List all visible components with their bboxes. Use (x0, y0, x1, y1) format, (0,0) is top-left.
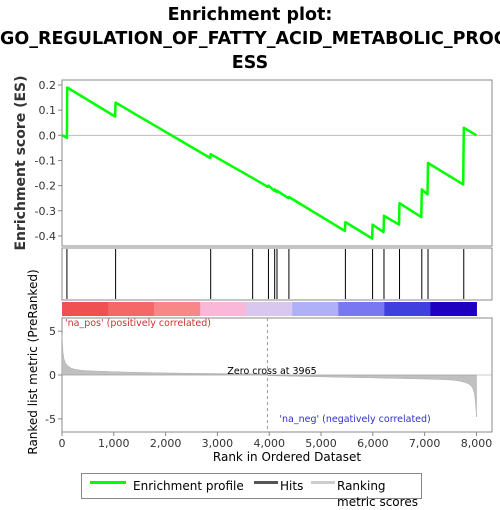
positive-correlation-label: 'na_pos' (positively correlated) (65, 318, 211, 329)
legend-label-ranking: Ranking metric scores (337, 479, 418, 509)
xtick-label: 3,000 (202, 437, 234, 450)
chart-title: Enrichment plot: GO_REGULATION_OF_FATTY_… (0, 3, 500, 75)
xtick-label: 2,000 (150, 437, 182, 450)
color-bar-segment (154, 302, 201, 316)
xtick-label: 0 (59, 437, 66, 450)
chart-title-line-2: GO_REGULATION_OF_FATTY_ACID_METABOLIC_PR… (0, 29, 500, 49)
es-ytick-label: 0.1 (39, 104, 57, 117)
chart-title-line-3: ESS (231, 53, 269, 73)
metric-ytick-label: 5 (49, 325, 56, 338)
es-ytick-label: -0.4 (35, 230, 56, 243)
legend-swatch-ranking (311, 481, 335, 484)
negative-correlation-label: 'na_neg' (negatively correlated) (279, 414, 430, 425)
xtick-label: 1,000 (98, 437, 130, 450)
chart-title-line-1: Enrichment plot: (167, 5, 333, 25)
es-panel-frame (61, 79, 493, 247)
color-bar-segment (62, 302, 109, 316)
es-ytick-label: -0.2 (35, 180, 56, 193)
xtick-label: 6,000 (357, 437, 389, 450)
zero-cross-label: Zero cross at 3965 (227, 366, 316, 377)
color-bar-segment (108, 302, 155, 316)
es-ytick-label: 0.2 (39, 79, 57, 92)
color-bar-segment (384, 302, 431, 316)
legend-label-enrichment: Enrichment profile (133, 479, 244, 493)
metric-axis-label: Ranked list metric (PreRanked) (26, 269, 40, 454)
legend: Enrichment profile Hits Ranking metric s… (81, 473, 422, 509)
xtick-label: 7,000 (409, 437, 441, 450)
color-bar-segment (200, 302, 247, 316)
legend-label-hits: Hits (280, 479, 304, 493)
metric-ytick-label: 0 (49, 369, 56, 382)
color-bar-segment (338, 302, 385, 316)
legend-swatch-enrichment (90, 481, 126, 484)
es-ytick-label: 0.0 (39, 129, 57, 142)
es-ytick-label: -0.3 (35, 205, 56, 218)
es-axis-label: Enrichment score (ES) (13, 75, 29, 250)
metric-ytick-label: -5 (45, 413, 56, 426)
enrichment-profile-line (61, 86, 478, 240)
color-bar-segment (246, 302, 293, 316)
legend-swatch-hits (254, 481, 278, 484)
x-axis-label: Rank in Ordered Dataset (213, 450, 361, 464)
color-bar-segment (292, 302, 339, 316)
ranking-metric-area (61, 334, 477, 417)
es-ytick-label: -0.1 (35, 154, 56, 167)
xtick-label: 5,000 (305, 437, 337, 450)
color-bar-segment (430, 302, 477, 316)
xtick-label: 4,000 (253, 437, 285, 450)
xtick-label: 8,000 (461, 437, 493, 450)
